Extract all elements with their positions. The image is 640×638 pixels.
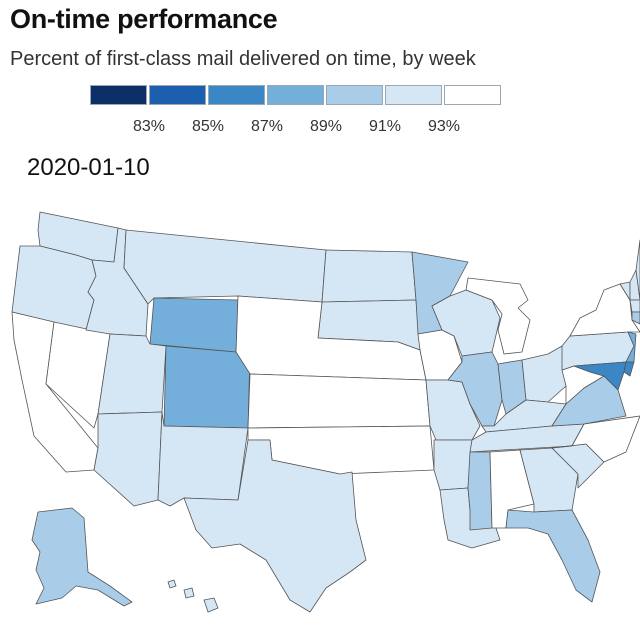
page-title: On-time performance	[10, 4, 278, 34]
legend-swatch-1	[90, 85, 147, 105]
state-ma[interactable]	[629, 299, 640, 313]
legend-tick: 93%	[427, 118, 461, 135]
state-oh[interactable]	[521, 345, 567, 403]
legend-swatch-5	[326, 85, 383, 105]
color-legend	[90, 85, 502, 107]
state-nd[interactable]	[321, 249, 417, 303]
state-nc[interactable]	[551, 415, 640, 463]
state-wy[interactable]	[149, 297, 239, 353]
legend-tick: 85%	[191, 118, 225, 135]
state-de[interactable]	[623, 361, 635, 377]
state-ct[interactable]	[631, 311, 640, 325]
state-tx[interactable]	[183, 439, 367, 613]
state-az[interactable]	[93, 411, 163, 507]
legend-tick: 83%	[132, 118, 166, 135]
state-ak[interactable]	[31, 507, 133, 607]
page-subtitle: Percent of first-class mail delivered on…	[10, 48, 476, 70]
state-mt[interactable]	[123, 229, 327, 305]
legend-tick: 91%	[368, 118, 402, 135]
state-fl[interactable]	[505, 509, 601, 603]
legend-swatch-7	[444, 85, 501, 105]
legend-swatch-2	[149, 85, 206, 105]
state-ks[interactable]	[247, 373, 431, 429]
legend-swatch-4	[267, 85, 324, 105]
legend-tick: 87%	[250, 118, 284, 135]
legend-tick: 89%	[309, 118, 343, 135]
state-co[interactable]	[163, 345, 251, 429]
legend-swatch-3	[208, 85, 265, 105]
state-ar[interactable]	[433, 439, 473, 491]
state-ms[interactable]	[467, 451, 493, 531]
state-ut[interactable]	[97, 333, 167, 415]
state-me[interactable]	[635, 239, 640, 301]
week-date-label: 2020-01-10	[27, 154, 150, 181]
legend-swatch-6	[385, 85, 442, 105]
state-nh[interactable]	[629, 269, 640, 301]
state-mi[interactable]	[465, 277, 531, 355]
us-states-map	[11, 211, 640, 613]
state-hi[interactable]	[167, 579, 219, 613]
